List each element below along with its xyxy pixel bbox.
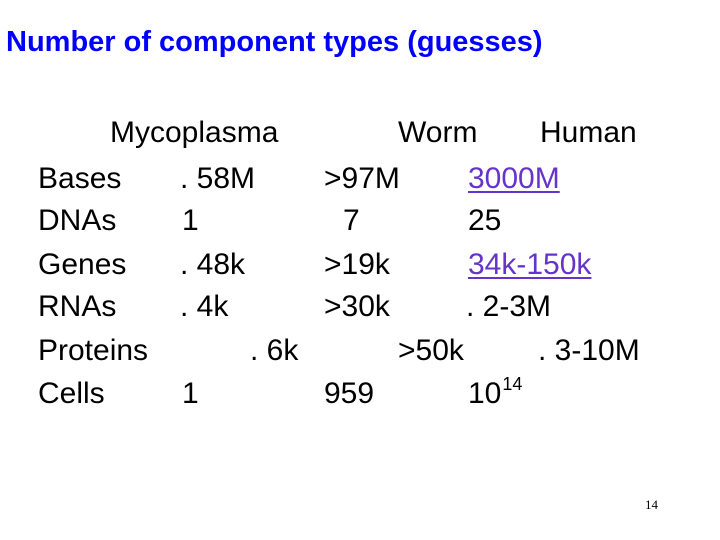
page-number: 14 bbox=[645, 497, 658, 512]
row-label-dnas: DNAs bbox=[38, 204, 117, 237]
link-genes-human[interactable]: 34k-150k bbox=[468, 248, 592, 281]
row-label-cells: Cells bbox=[38, 377, 105, 410]
cell-bases-worm: >97M bbox=[324, 162, 400, 195]
cell-dnas-mycoplasma: 1 bbox=[182, 204, 199, 237]
cell-proteins-human: . 3-10M bbox=[538, 334, 640, 367]
cell-proteins-mycoplasma: . 6k bbox=[250, 334, 299, 367]
cell-cells-mycoplasma: 1 bbox=[182, 377, 199, 410]
cell-rnas-worm: >30k bbox=[324, 290, 390, 323]
cell-cells-human-base: 10 bbox=[468, 377, 502, 410]
cell-cells-human-exponent: 14 bbox=[502, 374, 523, 394]
header-human: Human bbox=[540, 116, 637, 149]
cell-proteins-worm: >50k bbox=[398, 334, 464, 367]
row-label-genes: Genes bbox=[38, 248, 127, 281]
cell-rnas-human: . 2-3M bbox=[466, 290, 552, 323]
cell-dnas-worm: 7 bbox=[343, 204, 360, 237]
cell-rnas-mycoplasma: . 4k bbox=[180, 290, 229, 323]
row-label-rnas: RNAs bbox=[38, 290, 117, 323]
cell-genes-worm: >19k bbox=[324, 248, 390, 281]
row-label-bases: Bases bbox=[38, 162, 122, 195]
cell-genes-mycoplasma: . 48k bbox=[180, 248, 246, 281]
link-bases-human[interactable]: 3000M bbox=[468, 162, 560, 195]
header-mycoplasma: Mycoplasma bbox=[110, 116, 279, 149]
header-worm: Worm bbox=[398, 116, 478, 149]
cell-dnas-human: 25 bbox=[468, 204, 502, 237]
slide-title: Number of component types (guesses) bbox=[6, 26, 543, 58]
cell-cells-human: 1014 bbox=[468, 375, 522, 410]
cell-cells-worm: 959 bbox=[324, 377, 375, 410]
row-label-proteins: Proteins bbox=[38, 334, 149, 367]
cell-bases-mycoplasma: . 58M bbox=[180, 162, 256, 195]
